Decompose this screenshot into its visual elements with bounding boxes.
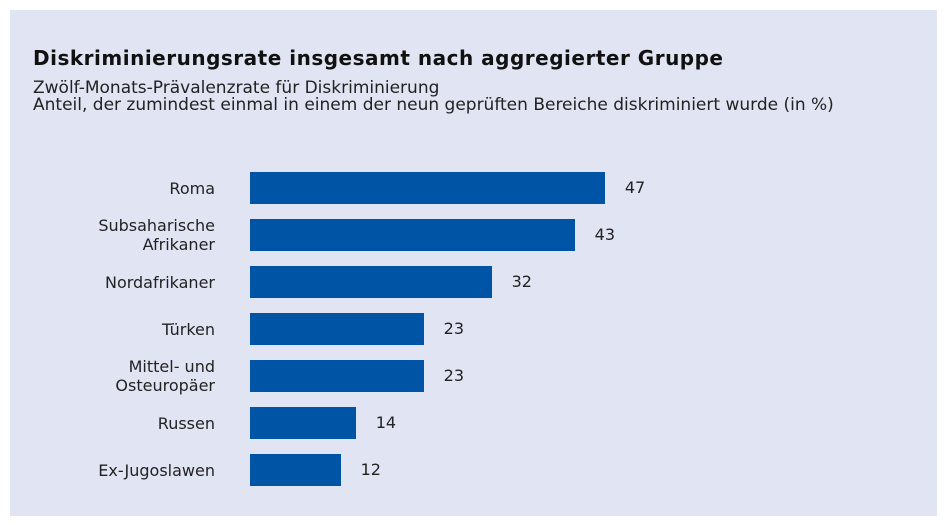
chart-panel: Diskriminierungsrate insgesamt nach aggr… xyxy=(10,10,937,516)
category-label: Ex-Jugoslawen xyxy=(98,460,215,480)
bar xyxy=(250,454,341,486)
category-label: Russen xyxy=(157,413,215,433)
value-label: 47 xyxy=(624,178,646,197)
category-label: Türken xyxy=(162,319,215,339)
bar xyxy=(250,360,424,392)
category-label: Roma xyxy=(169,178,215,198)
description: Anteil, der zumindest einmal in einem de… xyxy=(33,95,834,115)
value-label: 32 xyxy=(511,272,532,291)
value-label: 43 xyxy=(594,225,615,244)
category-label: Mittel- und Osteuropäer xyxy=(115,357,215,395)
value-label: 23 xyxy=(443,319,464,338)
bar xyxy=(250,266,492,298)
subtitle: Zwölf-Monats-Prävalenzrate für Diskrimin… xyxy=(33,78,440,98)
value-label: 23 xyxy=(443,366,464,385)
category-label: Nordafrikaner xyxy=(104,272,215,292)
bar xyxy=(250,407,356,439)
value-label: 12 xyxy=(360,460,381,479)
bar xyxy=(250,172,605,204)
bar xyxy=(250,219,575,251)
bar xyxy=(250,313,424,345)
chart-title: Diskriminierungsrate insgesamt nach aggr… xyxy=(33,46,724,70)
value-label: 14 xyxy=(375,413,397,432)
category-label: Subsaharische Afrikaner xyxy=(98,216,215,254)
subtitle-block: Zwölf-Monats-Prävalenzrate für Diskrimin… xyxy=(33,80,913,114)
